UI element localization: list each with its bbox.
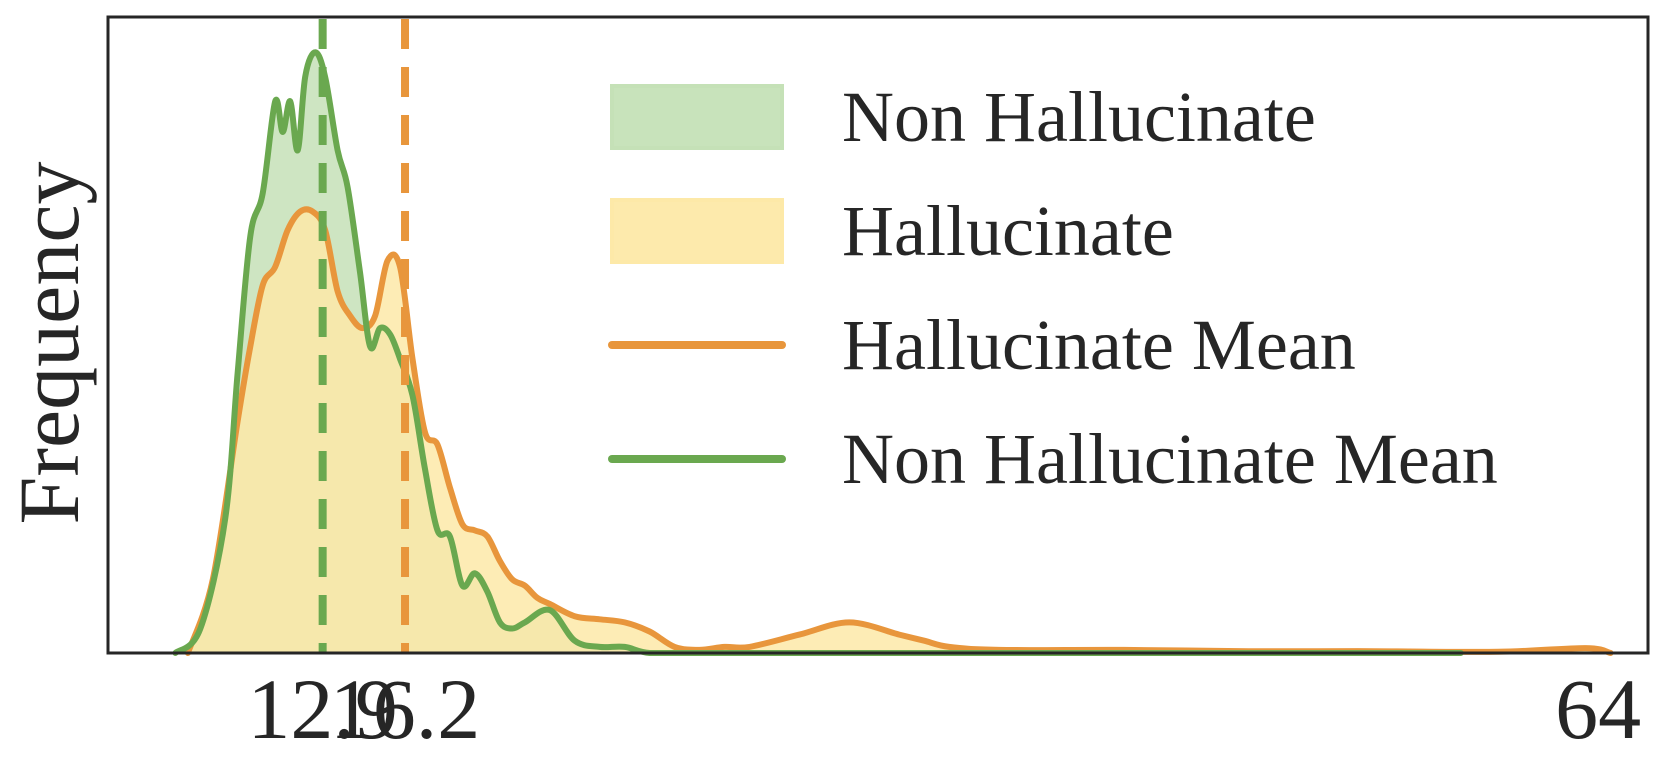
y-axis-label: Frequency [1, 162, 97, 525]
legend-label: Hallucinate Mean [842, 305, 1356, 385]
legend-item-non-hallucinate: Non Hallucinate [610, 77, 1316, 157]
hallucinate-line [184, 206, 1614, 656]
x-tick-label: 12.9 [247, 661, 398, 757]
legend: Non Hallucinate Hallucinate Hallucinate Me… [608, 77, 1498, 499]
x-tick-label: 64 [1555, 661, 1641, 757]
x-axis: 12.916.2 64 [247, 661, 1641, 757]
legend-item-hallucinate-mean: Hallucinate Mean [608, 305, 1356, 385]
legend-swatch [610, 84, 784, 150]
x-tick-label: 16.2 [330, 661, 481, 757]
legend-item-non-hallucinate-mean: Non Hallucinate Mean [608, 419, 1498, 499]
legend-item-hallucinate: Hallucinate [610, 191, 1174, 271]
legend-swatch [610, 198, 784, 264]
legend-label: Non Hallucinate Mean [842, 419, 1498, 499]
legend-label: Non Hallucinate [842, 77, 1316, 157]
legend-label: Hallucinate [842, 191, 1174, 271]
plot-frame [106, 15, 1650, 655]
